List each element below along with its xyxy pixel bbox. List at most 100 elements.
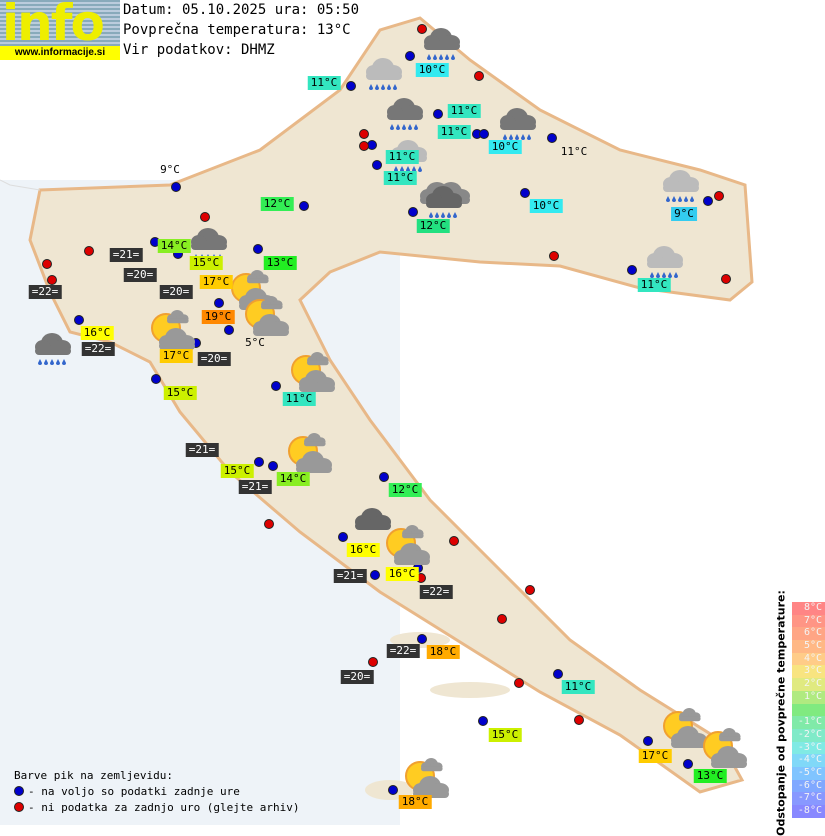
station-dot-ok[interactable] [683,759,693,769]
station-dot-ok[interactable] [479,129,489,139]
station-dot-ok[interactable] [520,188,530,198]
station-dot-ok[interactable] [372,160,382,170]
temperature-label[interactable]: 16°C [385,567,419,581]
station-dot-missing[interactable] [264,519,274,529]
station-dot-missing[interactable] [47,275,57,285]
station-dot-missing[interactable] [368,657,378,667]
temperature-label[interactable]: 9°C [160,163,180,176]
temperature-label[interactable]: 18°C [398,795,432,809]
station-dot-ok[interactable] [643,736,653,746]
sun-cloud-icon [375,519,431,571]
station-dot-ok[interactable] [338,532,348,542]
temperature-label[interactable]: 11°C [561,680,595,694]
temperature-label[interactable]: =21= [238,480,272,494]
temperature-label[interactable]: 15°C [220,464,254,478]
station-dot-ok[interactable] [388,785,398,795]
temperature-label[interactable]: =20= [159,285,193,299]
temperature-label[interactable]: 16°C [346,543,380,557]
temperature-label[interactable]: 15°C [488,728,522,742]
temperature-label[interactable]: 15°C [163,386,197,400]
temperature-label[interactable]: 14°C [157,239,191,253]
temperature-label[interactable]: 10°C [529,199,563,213]
station-dot-missing[interactable] [514,678,524,688]
temperature-label[interactable]: 11°C [437,125,471,139]
station-dot-ok[interactable] [214,298,224,308]
station-dot-ok[interactable] [405,51,415,61]
station-dot-missing[interactable] [574,715,584,725]
station-dot-missing[interactable] [474,71,484,81]
station-dot-missing[interactable] [359,141,369,151]
temperature-label[interactable]: 11°C [385,150,419,164]
station-dot-missing[interactable] [549,251,559,261]
temperature-label[interactable]: 11°C [560,145,588,158]
station-dot-ok[interactable] [74,315,84,325]
station-dot-missing[interactable] [721,274,731,284]
temperature-label[interactable]: 11°C [282,392,316,406]
temperature-label[interactable]: 10°C [415,63,449,77]
temperature-label[interactable]: =21= [109,248,143,262]
scale-step [792,703,825,717]
station-dot-ok[interactable] [547,133,557,143]
temperature-label[interactable]: =20= [340,670,374,684]
station-dot-ok[interactable] [553,669,563,679]
temperature-label[interactable]: 15°C [189,256,223,270]
station-dot-ok[interactable] [224,325,234,335]
temperature-label[interactable]: =22= [28,285,62,299]
temperature-label[interactable]: 17°C [159,349,193,363]
station-dot-ok[interactable] [379,472,389,482]
station-dot-missing[interactable] [417,24,427,34]
station-dot-ok[interactable] [370,570,380,580]
temperature-label[interactable]: =22= [386,644,420,658]
station-dot-ok[interactable] [268,461,278,471]
temperature-label[interactable]: 11°C [383,171,417,185]
station-dot-missing[interactable] [359,129,369,139]
station-dot-ok[interactable] [171,182,181,192]
station-dot-ok[interactable] [417,634,427,644]
temperature-label[interactable]: 11°C [637,278,671,292]
station-dot-ok[interactable] [271,381,281,391]
temperature-label[interactable]: =21= [185,443,219,457]
temperature-label[interactable]: 17°C [199,275,233,289]
station-dot-ok[interactable] [627,265,637,275]
station-dot-ok[interactable] [346,81,356,91]
logo-url[interactable]: www.informacije.si [0,46,120,60]
temperature-label[interactable]: 12°C [388,483,422,497]
station-dot-ok[interactable] [254,457,264,467]
temperature-label[interactable]: =21= [333,569,367,583]
temperature-label[interactable]: 13°C [693,769,727,783]
temperature-label[interactable]: =20= [197,352,231,366]
temperature-label[interactable]: 16°C [80,326,114,340]
temperature-label[interactable]: 11°C [307,76,341,90]
station-dot-ok[interactable] [703,196,713,206]
temperature-label[interactable]: 12°C [416,219,450,233]
station-dot-ok[interactable] [433,109,443,119]
temperature-label[interactable]: 11°C [447,104,481,118]
station-dot-ok[interactable] [151,374,161,384]
temperature-label[interactable]: =20= [123,268,157,282]
station-dot-missing[interactable] [449,536,459,546]
temperature-label[interactable]: 12°C [260,197,294,211]
station-dot-missing[interactable] [497,614,507,624]
scale-step: 2°C [792,678,825,691]
temperature-label[interactable]: =22= [419,585,453,599]
temperature-label[interactable]: 19°C [201,310,235,324]
station-dot-missing[interactable] [42,259,52,269]
logo[interactable]: info www.informacije.si [0,0,120,60]
temperature-label[interactable]: 13°C [263,256,297,270]
temperature-label[interactable]: =22= [81,342,115,356]
station-dot-ok[interactable] [253,244,263,254]
station-dot-missing[interactable] [84,246,94,256]
station-dot-ok[interactable] [299,201,309,211]
temperature-label[interactable]: 10°C [488,140,522,154]
temperature-label[interactable]: 9°C [671,207,697,221]
station-dot-ok[interactable] [408,207,418,217]
scale-step: -4°C [792,754,825,767]
station-dot-missing[interactable] [200,212,210,222]
station-dot-missing[interactable] [714,191,724,201]
station-dot-missing[interactable] [525,585,535,595]
temperature-label[interactable]: 5°C [245,336,265,349]
temperature-label[interactable]: 18°C [426,645,460,659]
temperature-label[interactable]: 17°C [638,749,672,763]
temperature-label[interactable]: 14°C [276,472,310,486]
station-dot-ok[interactable] [478,716,488,726]
